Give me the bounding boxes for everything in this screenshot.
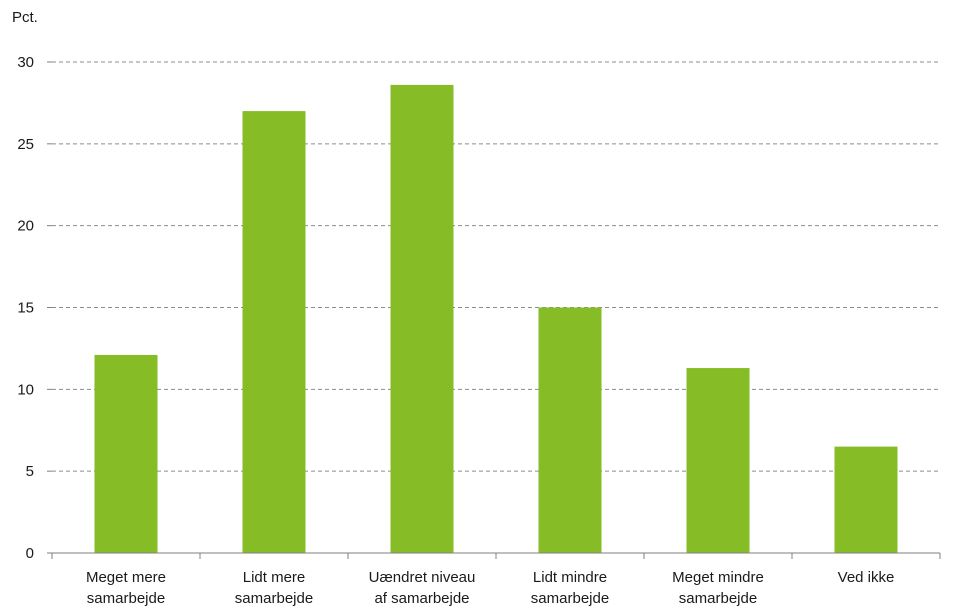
y-tick-label: 5 bbox=[26, 463, 34, 480]
y-tick-label: 20 bbox=[17, 218, 34, 235]
x-category-label-line: Ved ikke bbox=[838, 569, 895, 586]
x-category-label: Meget mere samarbejde bbox=[86, 569, 166, 607]
gridlines bbox=[52, 61, 940, 472]
y-axis-ticks: 0 5 10 15 20 25 30 bbox=[17, 54, 52, 562]
y-tick-label: 10 bbox=[17, 381, 34, 398]
x-category-label-line: Meget mindre bbox=[672, 569, 764, 586]
x-category-label: Meget mindre samarbejde bbox=[672, 569, 764, 607]
x-category-label: Lidt mere samarbejde bbox=[235, 569, 313, 607]
bars bbox=[94, 84, 898, 553]
x-category-label: Lidt mindre samarbejde bbox=[531, 569, 609, 607]
x-category-label-line: Uændret niveau bbox=[369, 569, 476, 586]
y-unit-label: Pct. bbox=[12, 9, 38, 26]
y-tick-label: 0 bbox=[26, 545, 34, 562]
bar bbox=[834, 446, 898, 553]
x-category-label-line: samarbejde bbox=[235, 590, 313, 607]
bar bbox=[686, 368, 750, 553]
bar bbox=[538, 307, 602, 553]
y-tick-label: 30 bbox=[17, 54, 34, 71]
x-category-label-line: samarbejde bbox=[531, 590, 609, 607]
x-category-label-line: samarbejde bbox=[87, 590, 165, 607]
x-category-label: Uændret niveau af samarbejde bbox=[369, 569, 476, 607]
x-category-label-line: af samarbejde bbox=[374, 590, 469, 607]
x-category-label-line: Lidt mindre bbox=[533, 569, 607, 586]
x-category-label: Ved ikke bbox=[838, 569, 895, 586]
x-axis bbox=[51, 552, 941, 559]
bar bbox=[94, 354, 158, 553]
bar bbox=[390, 84, 454, 553]
x-category-label-line: Meget mere bbox=[86, 569, 166, 586]
x-category-label-line: Lidt mere bbox=[243, 569, 306, 586]
x-axis-labels: Meget mere samarbejde Lidt mere samarbejde U… bbox=[86, 569, 894, 607]
y-tick-label: 25 bbox=[17, 136, 34, 153]
y-tick-label: 15 bbox=[17, 300, 34, 317]
x-category-label-line: samarbejde bbox=[679, 590, 757, 607]
bar bbox=[242, 111, 306, 553]
